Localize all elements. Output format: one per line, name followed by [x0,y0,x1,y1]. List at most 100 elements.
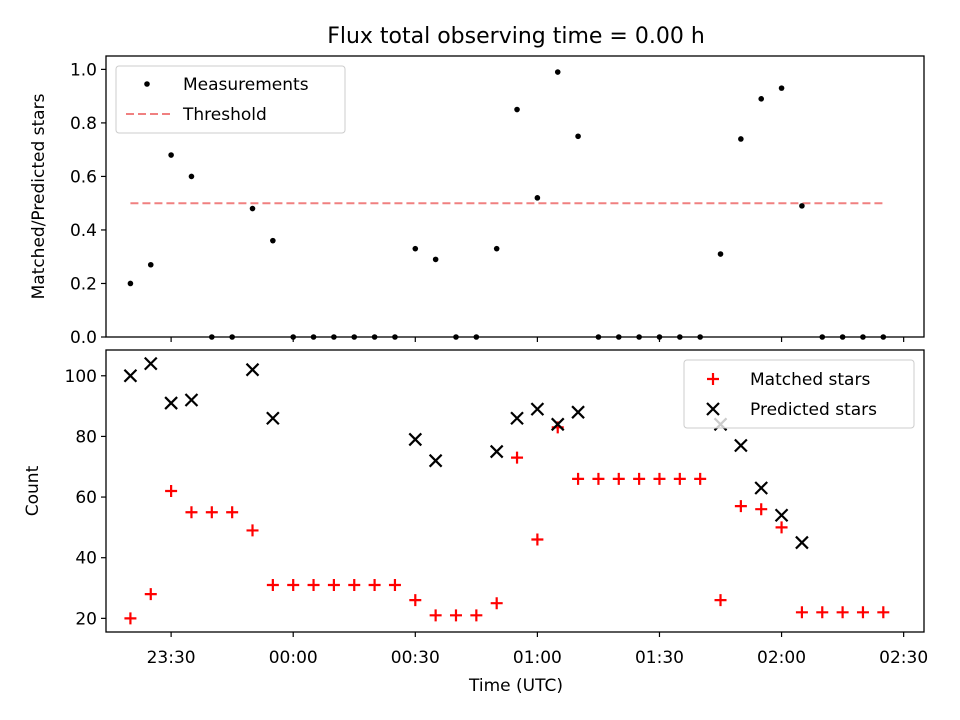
bottom-xtick-label: 00:30 [391,648,440,668]
legend-matched-marker [707,373,719,385]
x-axis-label: Time (UTC) [468,676,563,696]
matched-star-point [531,533,544,546]
predicted-star-point [754,481,768,495]
measurement-point [412,245,419,252]
matched-star-point [429,609,442,622]
bottom-xtick-label: 02:30 [879,648,928,668]
measurement-point [168,152,174,158]
measurement-point [758,96,765,102]
matched-star-point [714,594,727,607]
predicted-star-point [245,362,260,377]
bottom-xtick-label: 01:00 [513,648,562,668]
matched-star-point [205,506,218,519]
legend-predicted-marker [706,402,720,416]
predicted-star-point [489,444,504,459]
bottom-marks [123,356,890,625]
legend-measurements-label: Measurements [183,75,309,95]
matched-star-point [572,472,585,485]
matched-star-point [653,472,666,485]
bottom-ytick-label: 20 [75,609,97,629]
bottom-xtick-label: 01:30 [635,648,684,668]
legend-predicted-label: Predicted stars [750,400,877,420]
matched-star-point [165,485,178,497]
predicted-star-point [550,417,565,432]
bottom-yaxis-ticks: 20 40 60 80 100 [65,367,106,629]
measurement-point [799,203,805,209]
matched-star-point [633,472,646,485]
top-legend: Measurements Threshold [115,65,346,134]
bottom-ytick-label: 100 [65,367,97,387]
predicted-star-point [123,368,138,383]
predicted-star-point [510,411,524,426]
matched-star-point [755,503,768,516]
matched-star-point [266,579,279,591]
matched-star-point [307,579,320,591]
matched-star-point [795,606,808,619]
bottom-plot: 20 40 60 80 100 23:30 00:00 00:30 01:00 01:30 02:… [23,349,928,696]
bottom-ytick-label: 60 [75,488,97,508]
predicted-star-point [571,405,585,419]
bottom-xaxis-ticks: 23:30 00:00 00:30 01:00 01:30 02:00 02:30 [147,632,928,668]
matched-star-point [368,579,381,591]
matched-star-point [775,521,788,534]
top-ytick-label: 0.0 [70,328,97,348]
bottom-plot-frame [105,349,925,633]
measurement-point [493,245,500,252]
measurement-point [188,173,195,180]
matched-star-point [449,609,462,622]
bottom-xtick-label: 02:00 [757,648,806,668]
top-ytick-label: 1.0 [70,60,97,80]
bottom-ytick-label: 40 [75,549,97,569]
top-legend-box [115,65,346,134]
matched-star-point [348,579,361,591]
matched-star-point [734,500,747,513]
predicted-star-point [184,393,199,407]
matched-star-point [287,579,300,591]
measurement-point [717,251,724,257]
matched-star-point [856,606,869,619]
chart-title: Flux total observing time = 0.00 h [327,24,705,49]
matched-star-point [612,472,625,485]
matched-star-point [511,451,524,464]
bottom-legend: Matched stars Predicted stars [683,359,915,429]
measurement-point [147,261,154,268]
measurement-point [249,205,256,212]
legend-threshold-label: Threshold [182,105,267,125]
matched-star-point [836,606,849,619]
top-plot-frame [105,55,925,338]
measurement-point [127,280,134,287]
legend-measurements-marker [144,81,150,87]
top-xaxis-ticks [170,337,905,342]
top-ytick-label: 0.2 [70,274,97,294]
measurement-point [270,237,276,244]
matched-star-point [877,606,890,619]
matched-star-point [388,579,401,591]
bottom-y-axis-label: Count [23,465,43,516]
matched-star-point [694,472,707,485]
predicted-star-point [428,453,443,468]
predicted-star-point [408,432,423,447]
top-y-axis-label: Matched/Predicted stars [29,93,49,299]
predicted-star-point [530,402,545,416]
bottom-ytick-label: 80 [75,427,97,447]
matched-star-point [246,524,259,537]
predicted-star-point [734,438,748,453]
top-ytick-label: 0.8 [70,114,97,134]
measurement-point [514,106,520,113]
matched-star-point [592,472,605,485]
matched-star-point [124,612,137,625]
top-ytick-label: 0.4 [70,221,97,241]
measurement-point [534,195,541,201]
top-yaxis-ticks: 0.0 0.2 0.4 0.6 0.8 1.0 [70,60,106,348]
measurement-point [778,85,785,91]
matched-star-point [327,579,340,591]
matched-star-point [185,506,198,519]
predicted-star-point [266,411,280,426]
matched-star-point [490,597,503,610]
matched-star-point [226,506,239,519]
top-ytick-label: 0.6 [70,167,97,187]
matched-star-point [673,472,686,485]
matched-star-point [816,606,829,619]
bottom-xtick-label: 23:30 [147,648,196,668]
legend-matched-label: Matched stars [750,370,870,390]
